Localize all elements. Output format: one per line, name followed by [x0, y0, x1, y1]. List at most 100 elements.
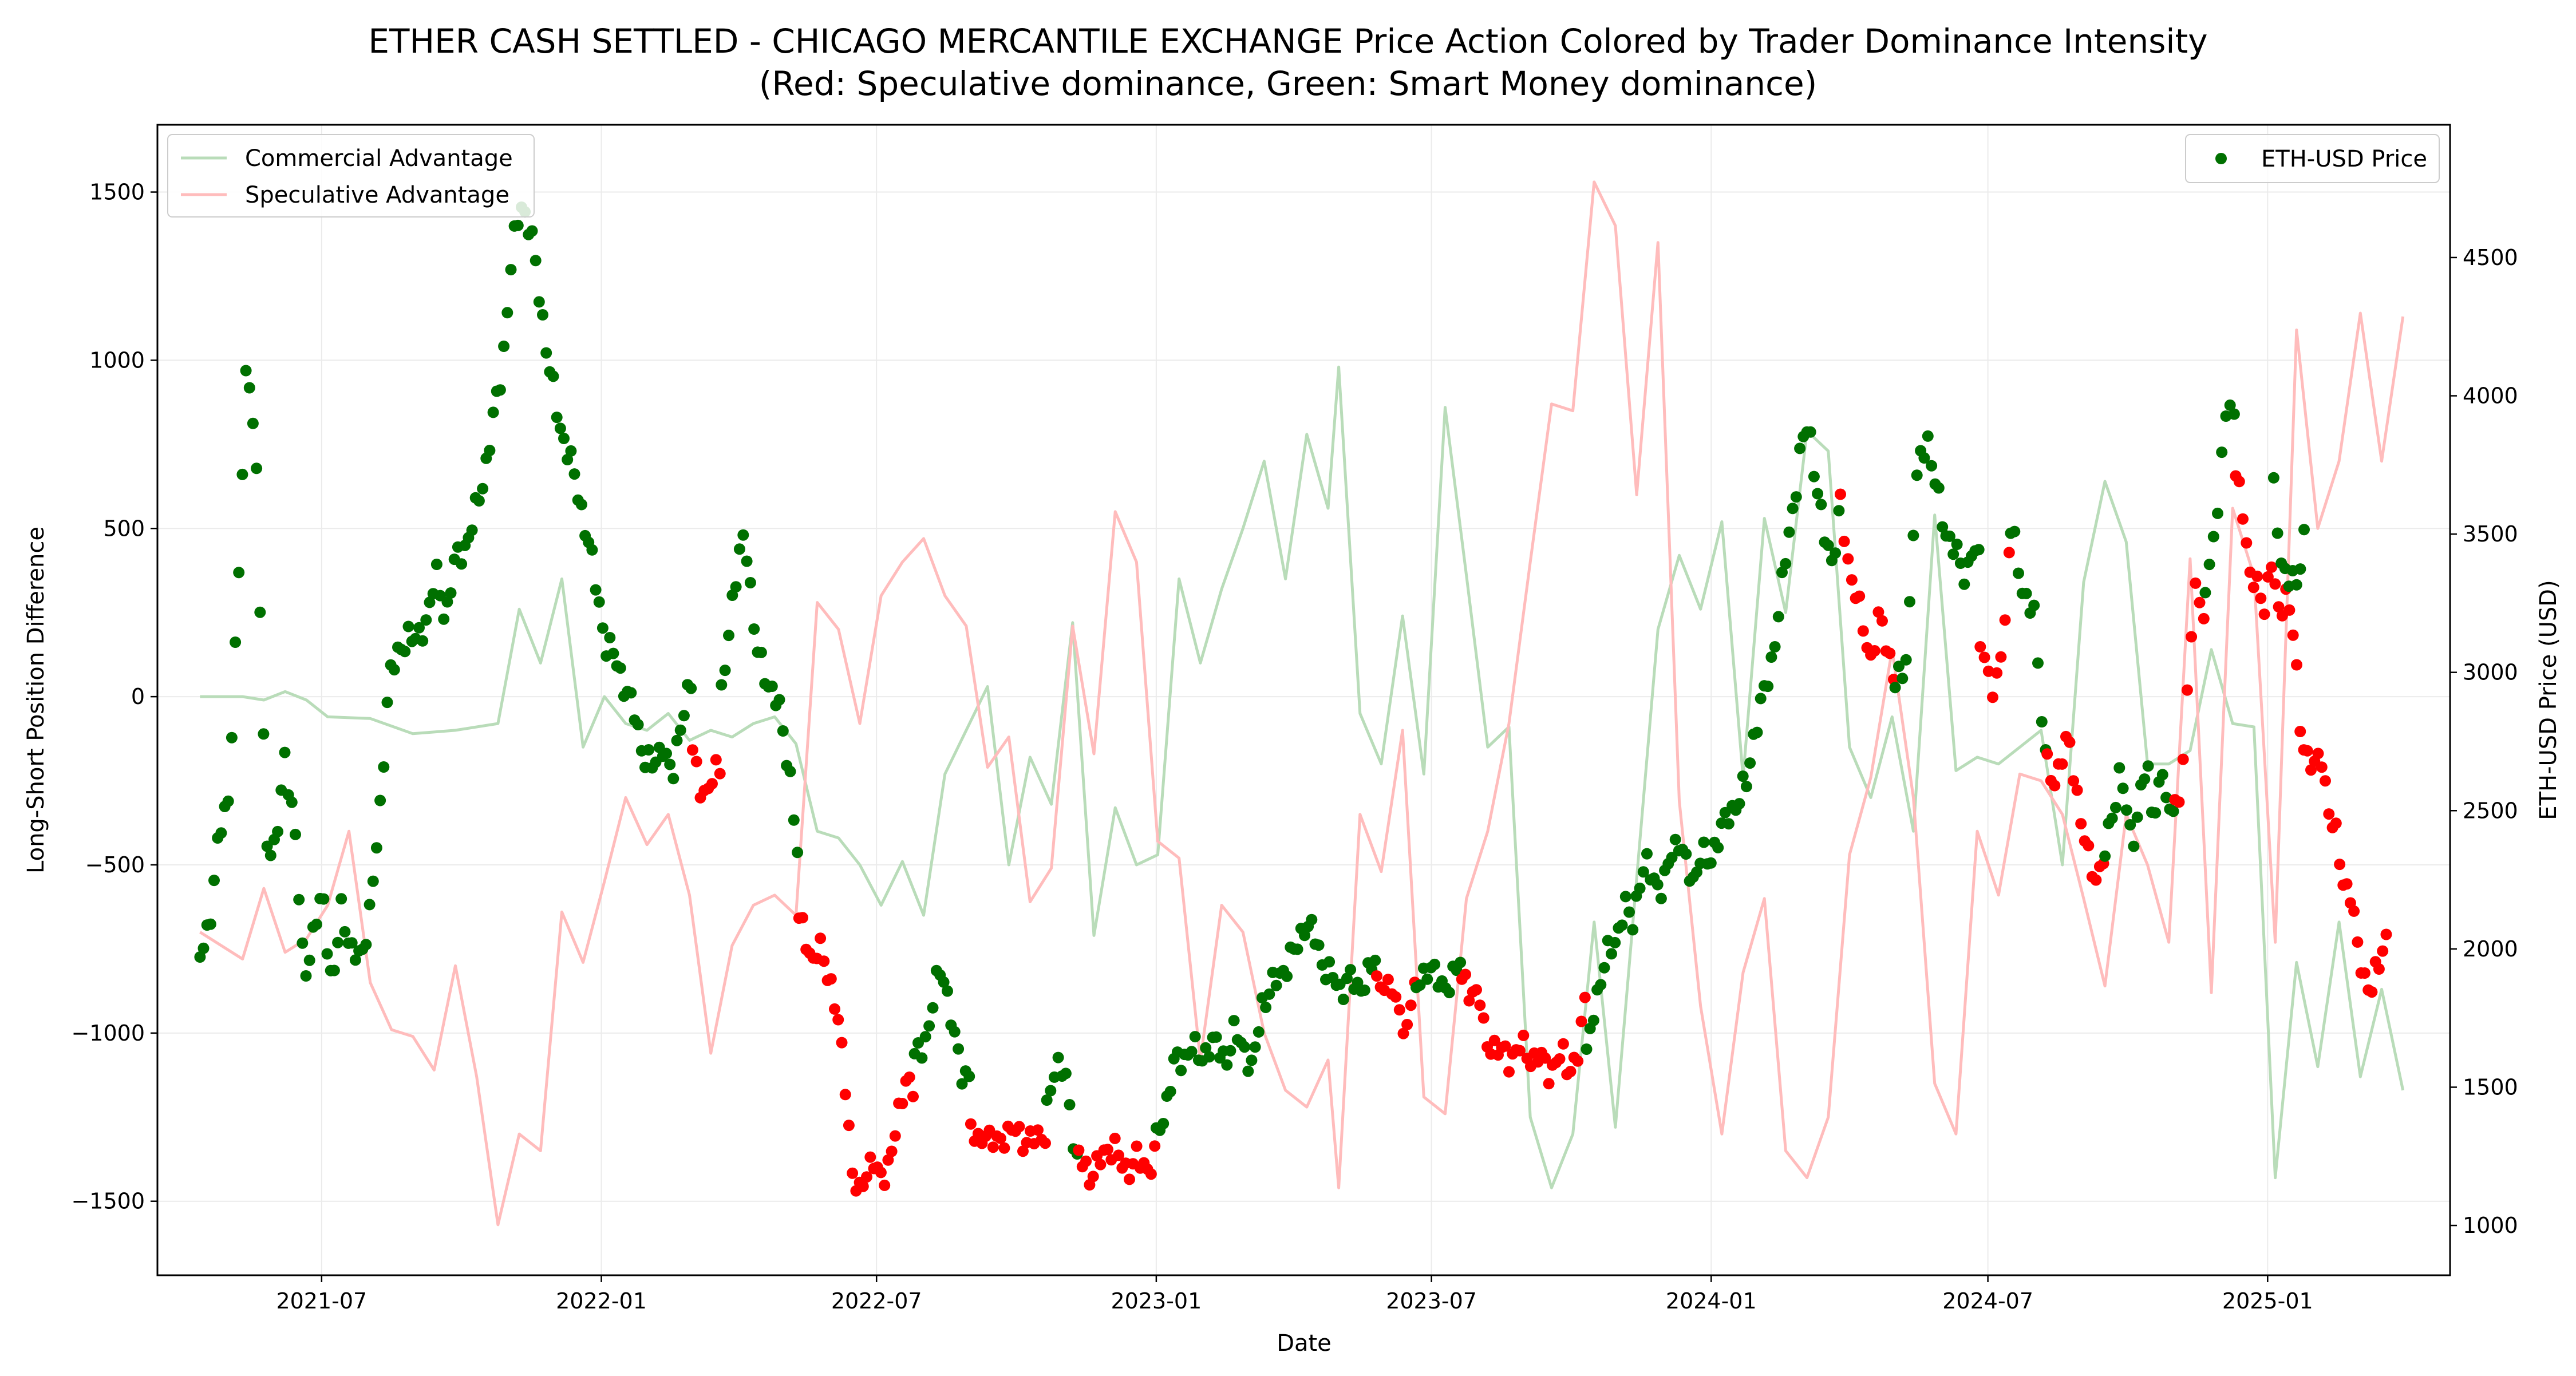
price-point-smart-money — [530, 255, 542, 267]
price-point-smart-money — [1189, 1031, 1201, 1043]
price-point-speculative — [2083, 840, 2095, 852]
x-tick-label: 2022-01 — [556, 1288, 647, 1314]
price-point-smart-money — [593, 596, 605, 608]
price-point-smart-money — [1900, 654, 1912, 666]
price-point-smart-money — [402, 620, 414, 632]
price-point-smart-money — [2267, 472, 2279, 484]
price-point-smart-money — [441, 596, 453, 608]
y-axis-left-label: Long-Short Position Difference — [23, 527, 49, 873]
price-point-smart-money — [1889, 682, 1901, 694]
price-point-smart-money — [1052, 1051, 1064, 1063]
price-point-speculative — [2334, 859, 2346, 871]
y-right-tick-label: 2000 — [2463, 936, 2518, 962]
price-point-speculative — [1838, 535, 1850, 547]
price-point-speculative — [1539, 1052, 1551, 1064]
price-point-smart-money — [346, 937, 358, 949]
price-point-smart-money — [300, 970, 312, 982]
price-point-smart-money — [1911, 469, 1923, 481]
y-axis-right: 1000 1500 2000 2500 3000 3500 4000 4500 — [2450, 245, 2518, 1238]
price-point-smart-money — [1780, 557, 1792, 570]
price-point-speculative — [1842, 553, 1854, 565]
price-point-speculative — [1463, 995, 1475, 1007]
price-point-smart-money — [2290, 579, 2302, 591]
price-point-smart-money — [2020, 587, 2032, 599]
price-point-smart-money — [297, 937, 309, 949]
price-point-smart-money — [370, 842, 382, 854]
price-point-speculative — [1477, 1012, 1490, 1024]
price-point-smart-money — [1691, 866, 1702, 878]
price-point-smart-money — [1655, 892, 1667, 904]
price-point-smart-money — [923, 1020, 935, 1032]
price-point-smart-money — [1263, 988, 1275, 1000]
price-point-speculative — [2090, 874, 2102, 886]
price-point-smart-money — [1794, 442, 1806, 454]
price-point-smart-money — [558, 433, 570, 444]
price-point-speculative — [1876, 615, 1888, 627]
price-point-speculative — [1405, 999, 1417, 1011]
price-point-smart-money — [498, 341, 510, 352]
price-point-speculative — [879, 1179, 891, 1191]
price-point-smart-money — [1157, 1118, 1170, 1129]
price-point-speculative — [1991, 667, 2003, 679]
price-point-smart-money — [1669, 833, 1681, 845]
legend-left: Commercial Advantage Speculative Advanta… — [167, 134, 535, 218]
chart-subtitle: (Red: Speculative dominance, Green: Smar… — [759, 64, 1818, 103]
price-point-speculative — [839, 1089, 851, 1101]
price-point-smart-money — [1634, 883, 1646, 894]
price-point-speculative — [1884, 647, 1896, 659]
price-point-smart-money — [378, 761, 390, 773]
price-point-smart-money — [1769, 641, 1781, 653]
price-point-smart-money — [1652, 879, 1664, 891]
price-point-smart-money — [1429, 958, 1441, 970]
price-point-speculative — [1013, 1121, 1025, 1133]
price-point-speculative — [1554, 1053, 1566, 1065]
price-point-smart-money — [1765, 651, 1777, 663]
price-point-smart-money — [251, 462, 263, 475]
y-left-tick-label: −1500 — [71, 1189, 145, 1214]
price-point-smart-money — [1776, 567, 1788, 579]
x-tick-label: 2025-01 — [2222, 1288, 2313, 1314]
price-point-smart-money — [671, 734, 683, 746]
price-point-smart-money — [1897, 673, 1909, 685]
price-point-smart-money — [614, 662, 626, 674]
price-point-speculative — [710, 754, 722, 766]
price-point-smart-money — [1751, 726, 1763, 738]
y-right-tick-label: 1000 — [2463, 1213, 2518, 1238]
price-point-smart-money — [1937, 521, 1949, 533]
price-point-speculative — [1564, 1066, 1577, 1077]
price-point-smart-money — [1228, 1015, 1240, 1027]
price-point-smart-money — [2110, 801, 2121, 813]
price-point-smart-money — [208, 875, 220, 887]
price-point-smart-money — [1733, 798, 1745, 810]
price-point-smart-money — [505, 264, 517, 276]
price-point-smart-money — [1345, 964, 1357, 976]
price-point-smart-money — [1762, 681, 1774, 693]
price-point-smart-money — [438, 613, 450, 625]
price-point-smart-money — [554, 422, 566, 434]
price-point-smart-money — [204, 918, 216, 930]
y-right-tick-label: 2500 — [2463, 798, 2518, 823]
price-point-speculative — [1149, 1140, 1161, 1152]
price-point-smart-money — [1224, 1045, 1236, 1057]
price-point-smart-money — [2009, 525, 2021, 537]
price-point-speculative — [857, 1180, 869, 1192]
price-point-smart-money — [424, 596, 436, 608]
price-point-speculative — [2377, 945, 2389, 957]
price-point-speculative — [2194, 596, 2206, 608]
x-tick-label: 2021-07 — [276, 1288, 367, 1314]
price-point-speculative — [1460, 968, 1471, 980]
price-point-speculative — [994, 1132, 1006, 1144]
price-point-smart-money — [2124, 819, 2136, 831]
price-point-speculative — [896, 1098, 908, 1109]
y-left-tick-label: 1500 — [89, 180, 145, 205]
price-point-speculative — [2049, 780, 2061, 792]
price-point-smart-money — [748, 623, 760, 635]
price-point-smart-money — [487, 406, 499, 418]
price-point-smart-money — [1341, 972, 1353, 984]
price-point-speculative — [1488, 1034, 1500, 1046]
price-point-smart-money — [339, 926, 351, 938]
price-point-smart-money — [364, 899, 376, 911]
price-point-speculative — [886, 1145, 898, 1157]
price-point-speculative — [864, 1151, 876, 1163]
price-point-smart-money — [1260, 1002, 1272, 1013]
